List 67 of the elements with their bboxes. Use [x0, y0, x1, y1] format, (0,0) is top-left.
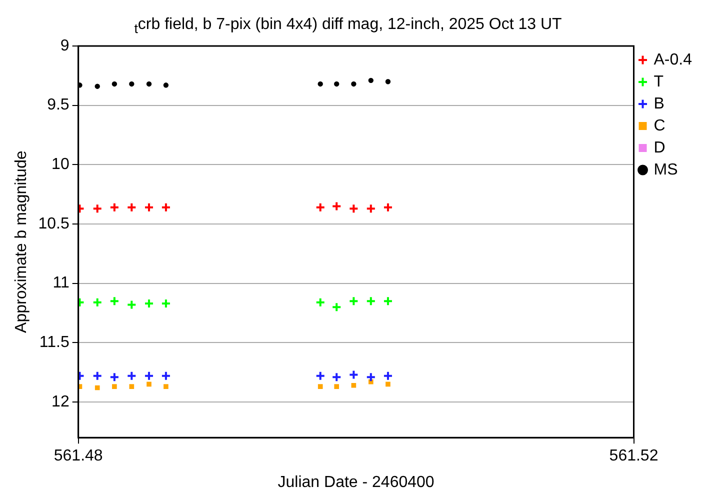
legend-label: T [654, 73, 664, 90]
point [112, 384, 117, 389]
legend-label: B [654, 95, 664, 112]
point [315, 370, 326, 381]
point [382, 370, 393, 381]
point [382, 202, 393, 212]
point [129, 81, 134, 87]
point [315, 202, 326, 212]
point [144, 202, 154, 212]
point [318, 81, 323, 87]
point [368, 78, 374, 84]
point [94, 84, 100, 89]
point [318, 384, 323, 389]
legend-label: C [654, 117, 666, 134]
x-axis-title: Julian Date - 2460400 [278, 474, 434, 491]
point [351, 81, 356, 87]
point [109, 202, 120, 212]
point [366, 204, 376, 214]
point [109, 296, 120, 306]
point [92, 370, 102, 381]
point [351, 382, 356, 388]
y-tick-label: 9.5 [47, 96, 70, 114]
legend-label: D [654, 139, 666, 156]
point [160, 370, 171, 381]
point [126, 202, 137, 212]
y-tick-label: 10.5 [38, 215, 70, 232]
point [146, 382, 152, 387]
point [382, 296, 393, 306]
point [386, 382, 390, 387]
x-tick-label: 561.48 [54, 448, 103, 465]
point [332, 201, 342, 212]
point [94, 385, 100, 390]
point [109, 372, 120, 382]
point [112, 81, 118, 87]
point [366, 296, 376, 306]
point [144, 298, 154, 309]
point [385, 79, 391, 84]
point [92, 204, 102, 214]
point [126, 300, 137, 310]
point [160, 202, 171, 212]
chart-title: $_{t}$crb field, b 7-pix (bin 4x4) diff mag, 12-inch, 2025 Oct 13 UT [133, 16, 563, 36]
y-axis-title: Approximate b magnitude [13, 150, 30, 333]
point [348, 370, 359, 380]
point [334, 81, 340, 87]
point [332, 372, 342, 382]
y-tick-label: 11 [52, 274, 70, 292]
y-tick-label: 10 [52, 156, 70, 174]
y-tick-label: 9 [60, 37, 70, 54]
point [332, 302, 342, 312]
point [160, 298, 171, 309]
point [315, 297, 326, 308]
point [348, 296, 359, 306]
legend-label: MS [654, 161, 678, 178]
legend-label: A-0.4 [654, 51, 692, 68]
point [348, 204, 359, 214]
point [92, 297, 102, 308]
x-tick-label: 561.52 [609, 448, 658, 465]
point [144, 370, 154, 381]
point [163, 82, 169, 88]
point [146, 81, 152, 87]
y-tick-label: 11.5 [39, 334, 70, 352]
point [129, 384, 134, 389]
point [164, 384, 168, 389]
point [366, 372, 376, 382]
point [334, 384, 340, 389]
point [126, 370, 137, 381]
y-tick-label: 12 [52, 393, 70, 410]
